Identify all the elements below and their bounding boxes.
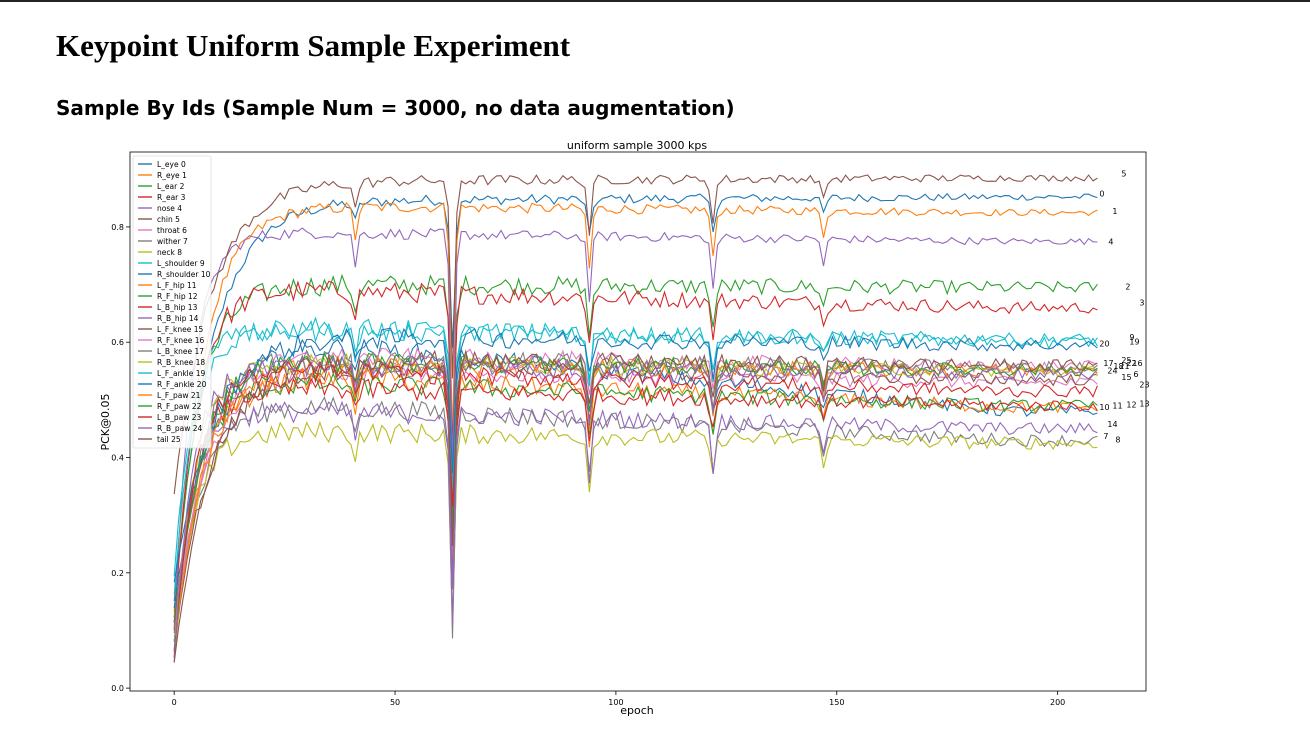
legend-entry-0: L_eye 0 (157, 160, 186, 169)
legend-entry-15: L_F_knee 15 (157, 325, 203, 334)
legend-entry-2: L_ear 2 (157, 182, 185, 191)
legend-entry-10: R_shoulder 10 (157, 270, 211, 279)
end-label-16: 16 (1132, 359, 1142, 368)
end-label-15: 15 (1121, 373, 1131, 382)
legend-entry-21: L_F_paw 21 (157, 391, 201, 400)
legend-entry-17: L_B_knee 17 (157, 347, 204, 356)
series-line-10 (173, 338, 1098, 609)
end-label-13: 13 (1139, 399, 1149, 408)
end-label-22: 22 (1126, 359, 1136, 368)
end-label-3: 3 (1139, 298, 1144, 307)
legend: L_eye 0 R_eye 1 L_ear 2 R_ear 3 nose 4 chin 5… (132, 155, 212, 449)
series-line-5 (173, 174, 1098, 495)
end-label-1: 1 (1112, 207, 1117, 216)
end-label-14: 14 (1107, 420, 1117, 429)
series-line-4 (173, 227, 1098, 629)
y-tick-label: 0.2 (111, 569, 124, 578)
series-line-25 (173, 349, 1098, 663)
x-tick-label: 50 (390, 698, 400, 707)
legend-entry-14: R_B_hip 14 (157, 314, 199, 323)
end-label-10: 10 (1099, 403, 1109, 412)
end-label-8: 8 (1115, 436, 1120, 445)
page-subtitle: Sample By Ids (Sample Num = 3000, no dat… (56, 96, 735, 120)
series-line-23 (173, 360, 1098, 658)
legend-entry-1: R_eye 1 (157, 171, 187, 180)
series-line-2 (173, 273, 1098, 618)
end-label-19: 19 (1129, 338, 1139, 347)
end-label-23: 23 (1139, 380, 1149, 389)
legend-entry-12: R_F_hip 12 (157, 292, 198, 301)
legend-entry-24: R_B_paw 24 (157, 424, 203, 433)
y-axis-label: PCK@0.05 (99, 393, 112, 450)
series-layer (173, 174, 1098, 663)
end-label-12: 12 (1126, 400, 1136, 409)
series-line-3 (173, 280, 1098, 624)
y-tick-label: 0.8 (111, 223, 124, 232)
chart-title: uniform sample 3000 kps (567, 139, 707, 152)
end-label-21: 21 (1119, 362, 1129, 371)
legend-entry-18: R_B_knee 18 (157, 358, 205, 367)
series-line-14 (173, 400, 1098, 634)
series-line-0 (173, 192, 1098, 602)
end-label-6: 6 (1133, 370, 1138, 379)
pck-line-chart: uniform sample 3000 kps 0 50 100 150 2000.00… (99, 139, 1150, 717)
plot-frame (129, 151, 1147, 692)
series-line-18 (173, 353, 1098, 651)
page-title: Keypoint Uniform Sample Experiment (56, 28, 571, 63)
end-label-24: 24 (1107, 366, 1117, 375)
series-line-15 (173, 357, 1098, 641)
legend-entry-25: tail 25 (157, 435, 181, 444)
end-label-5: 5 (1121, 169, 1126, 178)
legend-entry-4: nose 4 (157, 204, 182, 213)
legend-entry-7: wither 7 (157, 237, 188, 246)
legend-entry-6: throat 6 (157, 226, 187, 235)
series-line-19 (173, 316, 1098, 577)
axis-layer: 0 50 100 150 200 0.0 0.2 0.4 0.6 0.8 (111, 223, 1065, 707)
end-label-20: 20 (1099, 339, 1109, 348)
end-label-17: 17 (1103, 359, 1113, 368)
series-line-12 (173, 372, 1098, 622)
legend-entry-9: L_shoulder 9 (157, 259, 205, 268)
series-line-24 (173, 354, 1098, 663)
end-label-7: 7 (1103, 432, 1108, 441)
legend-entry-8: neck 8 (157, 248, 182, 257)
y-tick-label: 0.0 (111, 684, 124, 693)
x-axis-label: epoch (620, 704, 654, 717)
end-label-9: 9 (1129, 333, 1134, 342)
legend-entry-11: L_F_hip 11 (157, 281, 197, 290)
end-label-2: 2 (1125, 282, 1130, 291)
legend-box (132, 155, 212, 449)
x-tick-label: 150 (829, 698, 844, 707)
end-label-11: 11 (1112, 402, 1122, 411)
end-label-0: 0 (1099, 190, 1104, 199)
y-tick-label: 0.4 (111, 454, 124, 463)
series-line-22 (173, 352, 1098, 652)
end-label-25: 25 (1121, 356, 1131, 365)
end-label-18: 18 (1113, 362, 1123, 371)
end-label-4: 4 (1108, 237, 1113, 246)
legend-entry-23: L_B_paw 23 (157, 413, 201, 422)
legend-entry-16: R_F_knee 16 (157, 336, 205, 345)
legend-entry-13: L_B_hip 13 (157, 303, 198, 312)
legend-entry-19: L_F_ankle 19 (157, 369, 206, 378)
x-tick-label: 0 (172, 698, 177, 707)
series-line-17 (173, 349, 1098, 643)
series-line-1 (173, 202, 1098, 612)
series-line-8 (173, 420, 1098, 659)
x-tick-label: 200 (1050, 698, 1065, 707)
legend-entry-20: R_F_ankle 20 (157, 380, 207, 389)
legend-entry-5: chin 5 (157, 215, 180, 224)
legend-entry-22: R_F_paw 22 (157, 402, 202, 411)
series-line-13 (173, 377, 1098, 631)
x-tick-label: 100 (608, 698, 623, 707)
y-tick-label: 0.6 (111, 338, 124, 347)
legend-entry-3: R_ear 3 (157, 193, 186, 202)
series-line-20 (173, 327, 1098, 583)
